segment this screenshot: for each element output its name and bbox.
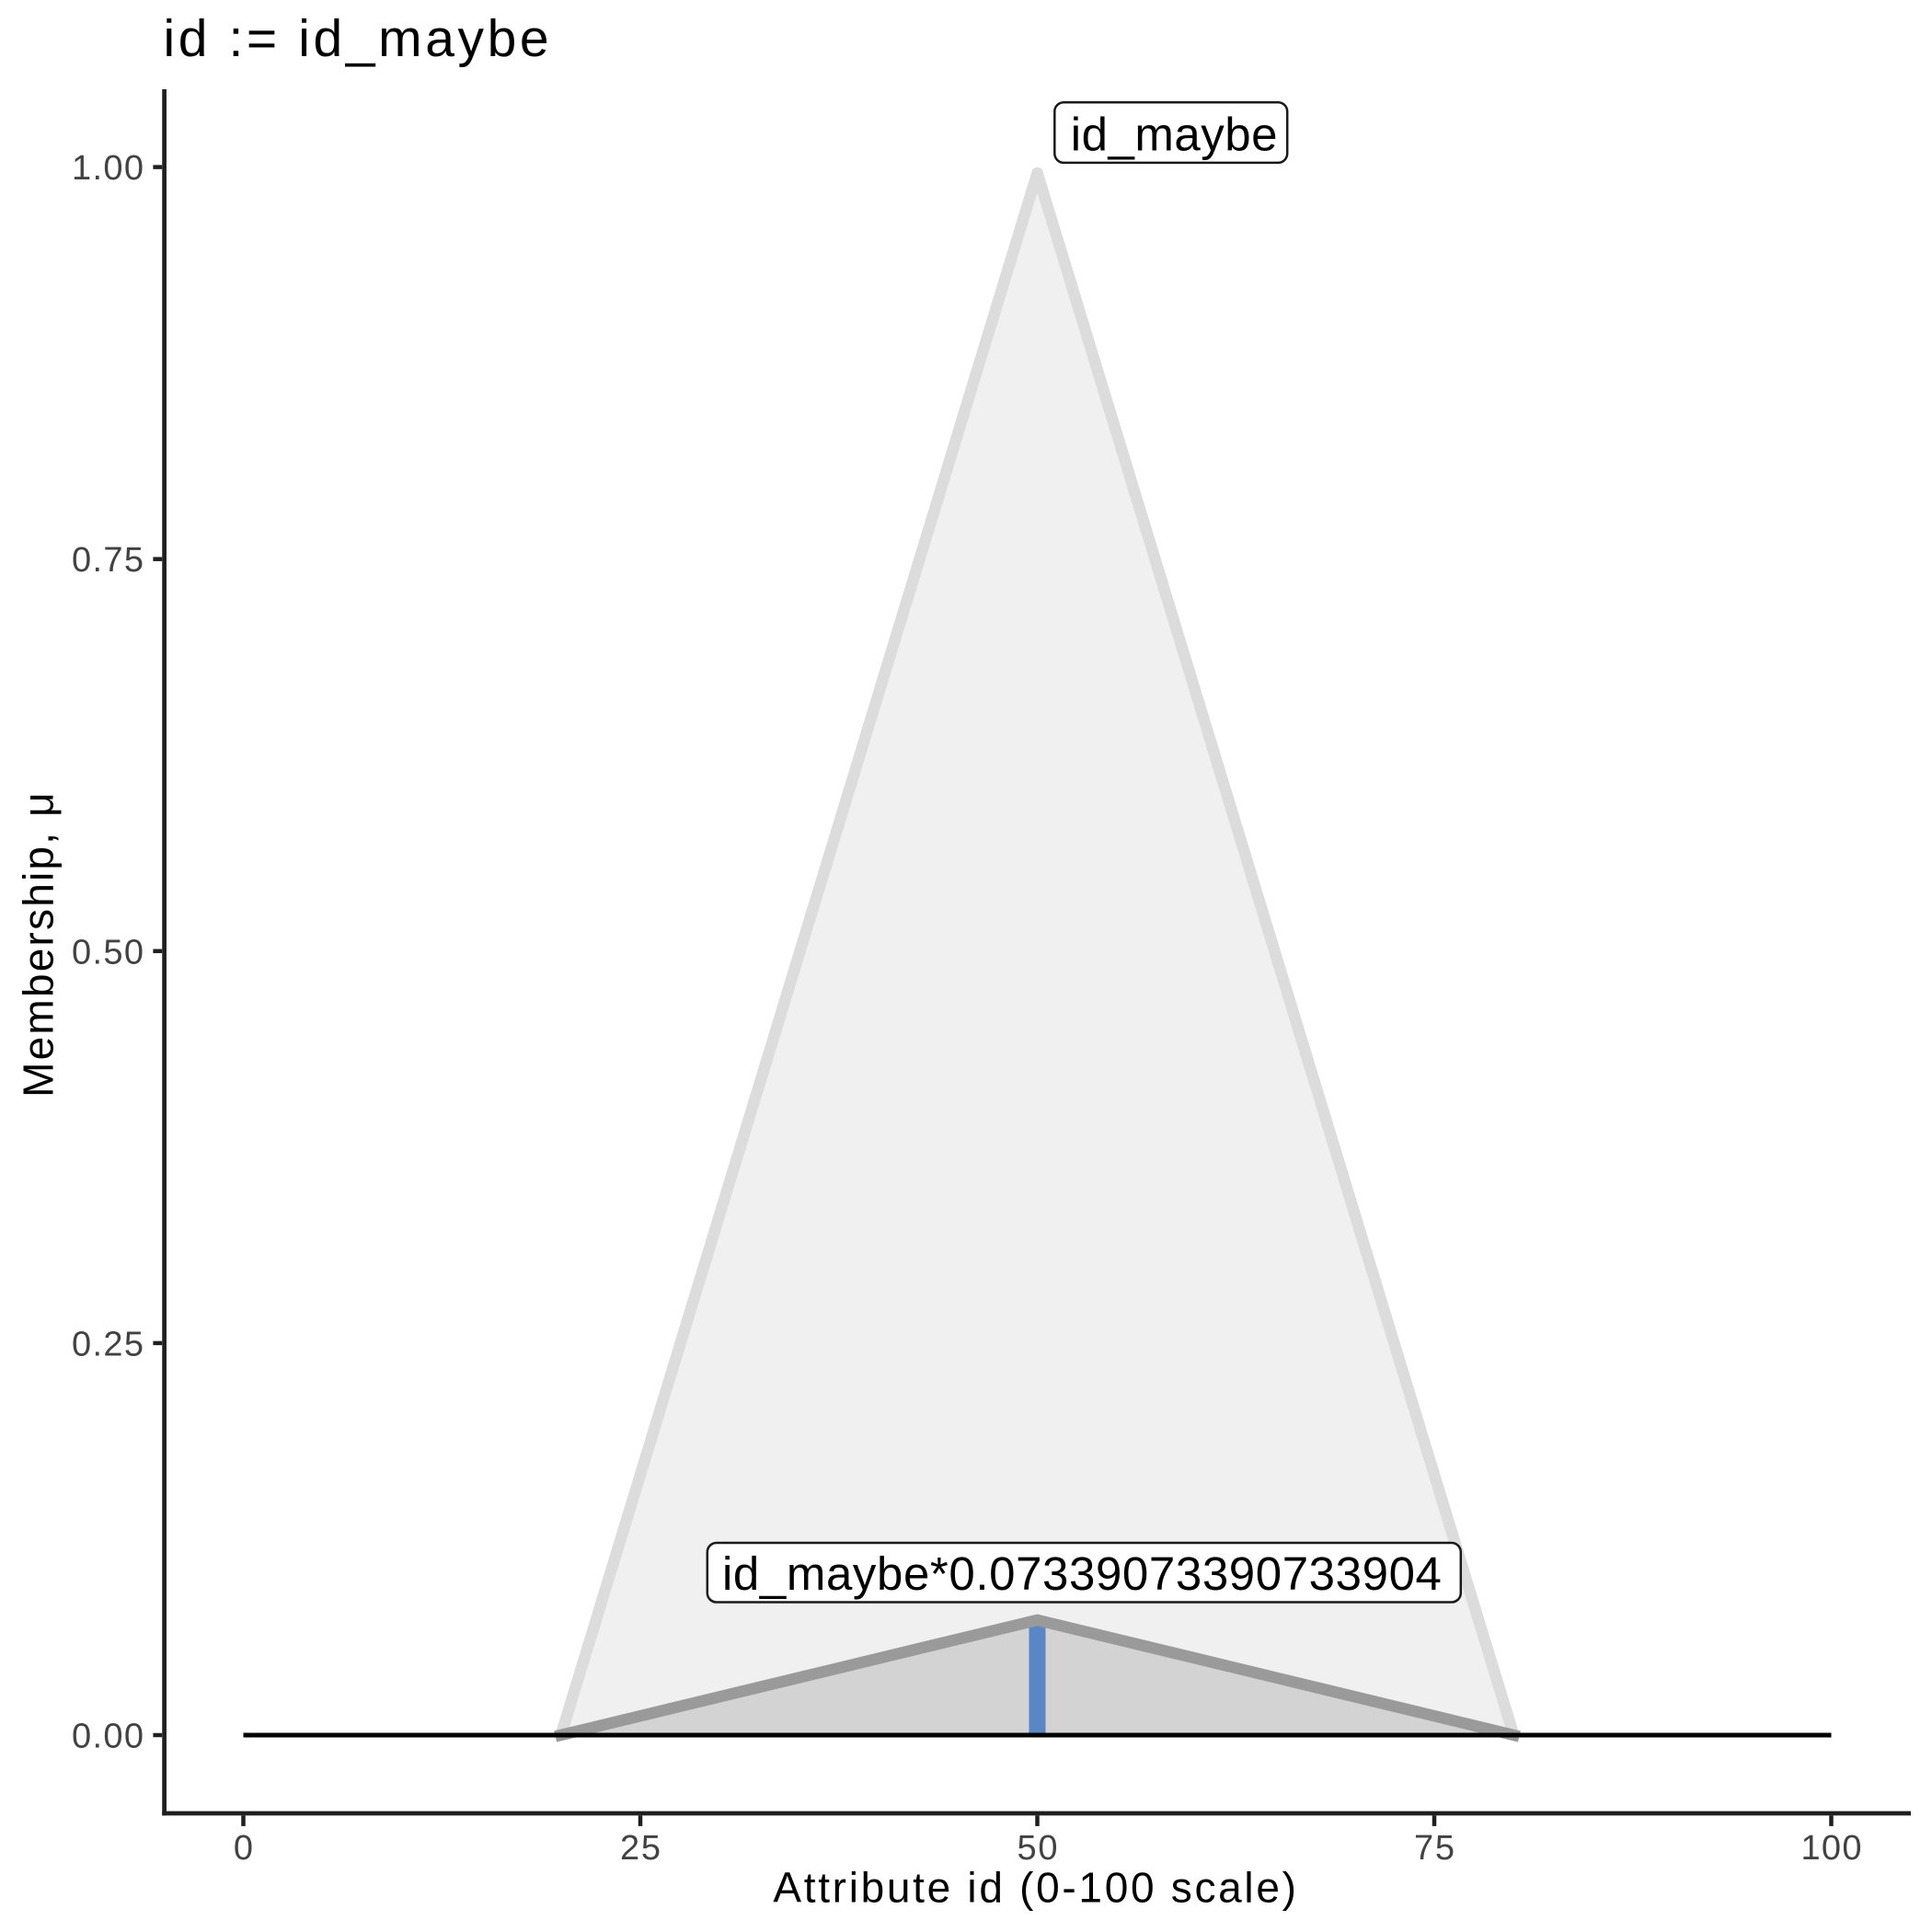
svg-text:id_maybe: id_maybe <box>1071 109 1278 161</box>
svg-text:0: 0 <box>234 1829 253 1868</box>
svg-text:100: 100 <box>1801 1829 1862 1868</box>
svg-text:1.00: 1.00 <box>72 149 144 188</box>
svg-text:50: 50 <box>1018 1829 1058 1868</box>
svg-text:75: 75 <box>1414 1829 1455 1868</box>
svg-text:id_maybe*0.07339073390733904: id_maybe*0.07339073390733904 <box>722 1547 1443 1600</box>
svg-text:0.25: 0.25 <box>72 1325 144 1363</box>
svg-text:Membership, μ: Membership, μ <box>15 790 63 1098</box>
svg-text:0.50: 0.50 <box>72 933 144 972</box>
svg-text:0.75: 0.75 <box>72 541 144 580</box>
svg-text:Attribute id (0-100 scale): Attribute id (0-100 scale) <box>773 1864 1298 1912</box>
svg-text:25: 25 <box>620 1829 661 1868</box>
svg-text:0.00: 0.00 <box>72 1718 144 1756</box>
svg-text:id := id_maybe: id := id_maybe <box>164 9 553 68</box>
